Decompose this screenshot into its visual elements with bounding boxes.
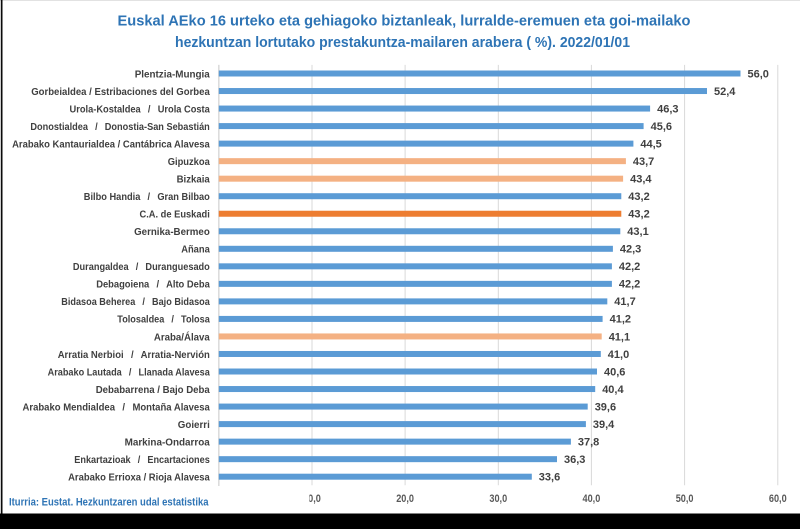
- svg-text:Bizkaia: Bizkaia: [177, 174, 210, 185]
- svg-text:Goierri: Goierri: [178, 420, 210, 431]
- svg-text:39,4: 39,4: [593, 419, 615, 431]
- svg-text:43,7: 43,7: [633, 156, 654, 168]
- svg-text:Gipuzkoa: Gipuzkoa: [168, 157, 210, 168]
- svg-text:41,0: 41,0: [608, 349, 629, 361]
- svg-text:Araba/Álava: Araba/Álava: [154, 330, 210, 343]
- svg-text:Markina-Ondarroa: Markina-Ondarroa: [125, 437, 210, 448]
- svg-text:Durangaldea / Duranguesado: Durangaldea / Duranguesado: [73, 262, 210, 273]
- svg-text:hezkuntzan lortutako prestakun: hezkuntzan lortutako prestakuntza-mailar…: [175, 35, 630, 51]
- svg-text:37,8: 37,8: [578, 436, 599, 448]
- svg-text:33,6: 33,6: [539, 471, 560, 483]
- svg-text:43,4: 43,4: [630, 173, 652, 185]
- svg-text:Bidasoa Beherea / Bajo Bidas: Bidasoa Beherea / Bajo Bidasoa: [61, 297, 210, 308]
- svg-text:Arabako Kantaurialdea / Cantáb: Arabako Kantaurialdea / Cantábrica Alave…: [12, 139, 210, 150]
- svg-text:41,7: 41,7: [614, 296, 635, 308]
- svg-text:Bilbo Handia / Gran Bilbao: Bilbo Handia / Gran Bilbao: [84, 192, 210, 203]
- svg-text:Donostialdea / Donostia-San: Donostialdea / Donostia-San Sebastián: [30, 122, 209, 133]
- svg-text:Tolosaldea / Tolosa: Tolosaldea / Tolosa: [117, 315, 210, 326]
- svg-text:42,2: 42,2: [619, 261, 640, 273]
- svg-text:Arabako Mendialdea / Montaña: Arabako Mendialdea / Montaña Alavesa: [23, 402, 210, 413]
- svg-text:20,0: 20,0: [396, 493, 414, 505]
- svg-text:Arabako Lautada / Llanada Al: Arabako Lautada / Llanada Alavesa: [48, 367, 210, 378]
- svg-text:40,4: 40,4: [602, 384, 624, 396]
- svg-text:60,0: 60,0: [769, 493, 787, 505]
- svg-text:43,2: 43,2: [628, 191, 649, 203]
- svg-text:50,0: 50,0: [676, 493, 694, 505]
- svg-text:39,6: 39,6: [595, 401, 616, 413]
- svg-text:36,3: 36,3: [564, 454, 585, 466]
- svg-text:Plentzia-Mungia: Plentzia-Mungia: [135, 69, 210, 80]
- svg-text:Debagoiena / Alto Deba: Debagoiena / Alto Deba: [96, 280, 210, 291]
- svg-text:52,4: 52,4: [714, 86, 736, 98]
- svg-text:Arabako Errioxa / Rioja Alaves: Arabako Errioxa / Rioja Alavesa: [68, 472, 210, 483]
- svg-text:Arratia Nerbioi / Arratia-Ne: Arratia Nerbioi / Arratia-Nervión: [58, 350, 210, 361]
- svg-text:43,2: 43,2: [628, 209, 649, 221]
- svg-text:56,0: 56,0: [748, 68, 769, 80]
- svg-text:Añana: Añana: [181, 245, 210, 256]
- svg-text:44,5: 44,5: [640, 138, 661, 150]
- svg-text:Gernika-Bermeo: Gernika-Bermeo: [134, 227, 210, 238]
- svg-text:40,6: 40,6: [604, 366, 625, 378]
- svg-text:41,1: 41,1: [609, 331, 630, 343]
- svg-text:42,3: 42,3: [620, 244, 641, 256]
- svg-text:C.A. de Euskadi: C.A. de Euskadi: [140, 210, 210, 221]
- svg-text:Gorbeialdea / Estribaciones de: Gorbeialdea / Estribaciones del Gorbea: [31, 87, 210, 98]
- svg-text:43,1: 43,1: [627, 226, 648, 238]
- svg-text:46,3: 46,3: [657, 103, 678, 115]
- svg-text:45,6: 45,6: [651, 121, 672, 133]
- svg-text:42,2: 42,2: [619, 279, 640, 291]
- svg-text:40,0: 40,0: [583, 493, 601, 505]
- svg-text:41,2: 41,2: [610, 314, 631, 326]
- svg-text:Enkartazioak / Encartaciones: Enkartazioak / Encartaciones: [74, 455, 210, 466]
- svg-text:Urola-Kostaldea / Urola Cost: Urola-Kostaldea / Urola Costa: [70, 104, 210, 115]
- svg-text:Euskal AEko 16 urteko eta gehi: Euskal AEko 16 urteko eta gehiagoko bizt…: [118, 14, 691, 30]
- svg-text:Debabarrena / Bajo Deba: Debabarrena / Bajo Deba: [96, 385, 210, 396]
- svg-text:30,0: 30,0: [489, 493, 507, 505]
- svg-text:Iturria: Eustat. Hezkuntzaren: Iturria: Eustat. Hezkuntzaren udal estat…: [9, 497, 209, 509]
